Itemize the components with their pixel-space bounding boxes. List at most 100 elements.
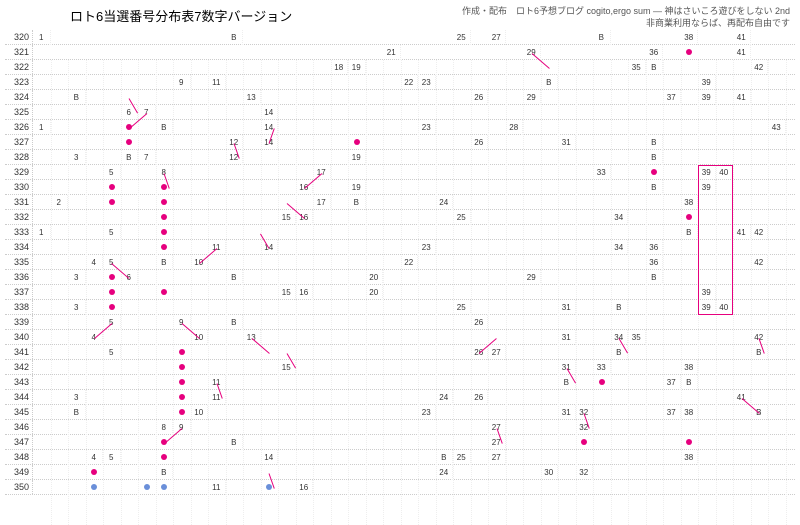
pink-marker <box>651 169 657 175</box>
grid-cell: 18 <box>331 60 349 75</box>
table-row: 3341114233436 <box>5 240 795 255</box>
grid-cell: 13 <box>243 90 261 105</box>
table-row: 322181935B42 <box>5 60 795 75</box>
row-cells: B27 <box>33 435 795 450</box>
grid-cell: 38 <box>681 30 699 45</box>
grid-cell: 27 <box>488 450 506 465</box>
table-row: 3501116 <box>5 480 795 495</box>
grid-cell: 25 <box>453 30 471 45</box>
grid-cell: 3 <box>68 390 86 405</box>
grid-cell: 26 <box>471 315 489 330</box>
row-label: 338 <box>5 300 33 314</box>
grid-cell: 30 <box>541 465 559 480</box>
row-cells: 4514B252738 <box>33 450 795 465</box>
grid-cell: 27 <box>488 30 506 45</box>
grid-cell: 42 <box>751 255 769 270</box>
grid-cell: 19 <box>348 180 366 195</box>
table-row: 33545B10223642 <box>5 255 795 270</box>
row-cells: 3B71219B <box>33 150 795 165</box>
grid-cell: 29 <box>523 90 541 105</box>
pink-marker <box>599 379 605 385</box>
grid-cell: 22 <box>401 75 419 90</box>
table-row: 347B27 <box>5 435 795 450</box>
grid-cell: B <box>121 150 139 165</box>
grid-cell: 11 <box>208 390 226 405</box>
grid-cell: 20 <box>366 285 384 300</box>
grid-cell: 11 <box>208 480 226 495</box>
grid-cell: 16 <box>296 285 314 300</box>
grid-cell: 36 <box>646 45 664 60</box>
grid-cell: B <box>646 135 664 150</box>
table-row: 34311B37B <box>5 375 795 390</box>
grid-cell: 14 <box>261 120 279 135</box>
blue-marker <box>144 484 150 490</box>
grid-cell: B <box>68 405 86 420</box>
table-row: 345B102331323738B <box>5 405 795 420</box>
grid-cell: 5 <box>103 345 121 360</box>
table-row: 3201B2527B3841 <box>5 30 795 45</box>
grid-cell: 24 <box>436 390 454 405</box>
row-cells: 36B2029B <box>33 270 795 285</box>
pink-marker <box>109 274 115 280</box>
pink-marker <box>161 454 167 460</box>
grid-cell: 5 <box>103 225 121 240</box>
row-cells: 11B37B <box>33 375 795 390</box>
grid-cell: 37 <box>663 375 681 390</box>
grid-cell: B <box>646 180 664 195</box>
row-cells: 45B10223642 <box>33 255 795 270</box>
row-label: 340 <box>5 330 33 344</box>
table-row: 331217B2438 <box>5 195 795 210</box>
pink-marker <box>161 229 167 235</box>
grid-cell: 39 <box>698 300 716 315</box>
grid-cell: B <box>436 450 454 465</box>
grid-cell: 28 <box>506 120 524 135</box>
credit-line-2: 非商業利用ならば、再配布自由です <box>646 16 790 29</box>
row-label: 344 <box>5 390 33 404</box>
grid-cell: 15 <box>278 285 296 300</box>
grid-cell: 14 <box>261 105 279 120</box>
row-cells: B132629373941 <box>33 90 795 105</box>
table-row: 33215162534 <box>5 210 795 225</box>
grid-cell: 26 <box>471 135 489 150</box>
grid-cell: 12 <box>226 150 244 165</box>
grid-cell: B <box>226 435 244 450</box>
grid-cell: 26 <box>471 390 489 405</box>
pink-marker <box>109 289 115 295</box>
row-cells: 6714 <box>33 105 795 120</box>
grid-cell: 26 <box>471 90 489 105</box>
grid-cell: B <box>68 90 86 105</box>
row-label: 346 <box>5 420 33 434</box>
table-row: 3256714 <box>5 105 795 120</box>
grid-cell: B <box>646 150 664 165</box>
pink-marker <box>109 199 115 205</box>
table-row: 3261B14232843 <box>5 120 795 135</box>
grid-cell: 6 <box>121 105 139 120</box>
grid-cell: B <box>646 60 664 75</box>
table-row: 33715162039 <box>5 285 795 300</box>
row-cells: 217B2438 <box>33 195 795 210</box>
grid-cell: 1 <box>33 30 51 45</box>
table-row: 3239112223B39 <box>5 75 795 90</box>
grid-cell: B <box>751 345 769 360</box>
row-label: 334 <box>5 240 33 254</box>
table-row: 32712142631B <box>5 135 795 150</box>
grid-cell: 31 <box>558 300 576 315</box>
grid-cell: 33 <box>593 165 611 180</box>
row-cells: 311242641 <box>33 390 795 405</box>
pink-marker <box>179 409 185 415</box>
row-label: 324 <box>5 90 33 104</box>
pink-marker <box>179 349 185 355</box>
grid-cell: 33 <box>593 360 611 375</box>
grid-cell: 22 <box>401 255 419 270</box>
table-row: 33959B26 <box>5 315 795 330</box>
row-label: 349 <box>5 465 33 479</box>
grid-cell: 32 <box>576 465 594 480</box>
grid-cell: 32 <box>576 420 594 435</box>
grid-cell: 40 <box>716 165 734 180</box>
row-label: 326 <box>5 120 33 134</box>
grid-cell: 24 <box>436 465 454 480</box>
row-cells: 9112223B39 <box>33 75 795 90</box>
grid-cell: 31 <box>558 135 576 150</box>
pink-marker <box>126 139 132 145</box>
grid-cell: 39 <box>698 285 716 300</box>
